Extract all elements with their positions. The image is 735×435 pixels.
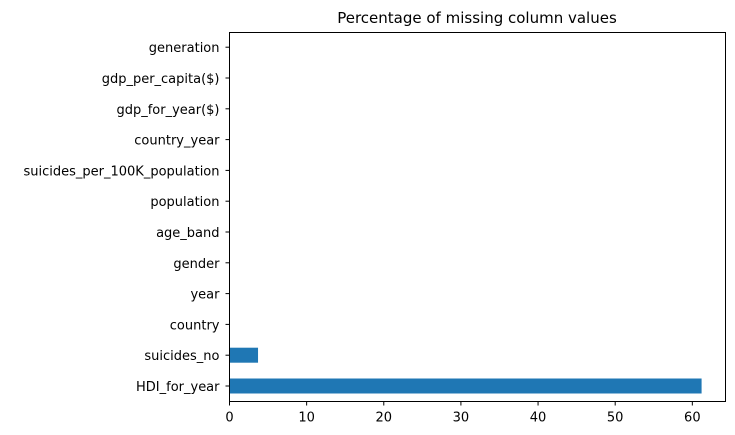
x-tick-label: 40	[530, 411, 547, 426]
y-tick-label: country	[170, 318, 220, 333]
x-tick-label: 0	[225, 411, 233, 426]
y-tick-label: gdp_per_capita($)	[102, 72, 220, 87]
x-axis-ticks: 0 10 20 30 40 50 60	[225, 401, 701, 426]
y-tick-label: gender	[173, 257, 220, 272]
bar-HDI_for_year	[229, 378, 702, 394]
y-tick-label: gdp_for_year($)	[116, 103, 219, 118]
x-tick-label: 20	[376, 411, 393, 426]
y-tick-label: HDI_for_year	[136, 380, 220, 395]
plot-area-frame	[229, 32, 726, 402]
y-tick-label: suicides_per_100K_population	[23, 164, 219, 179]
y-tick-label: year	[190, 288, 220, 303]
x-tick-label: 10	[298, 411, 315, 426]
bar-suicides_no	[229, 347, 259, 363]
bars-group	[229, 347, 702, 394]
y-tick-label: country_year	[134, 134, 220, 149]
x-tick-label: 50	[607, 411, 624, 426]
x-tick-label: 30	[453, 411, 470, 426]
chart-title: Percentage of missing column values	[337, 9, 617, 27]
y-tick-label: age_band	[156, 226, 219, 241]
y-axis-ticks: HDI_for_year suicides_no country year gender…	[23, 41, 230, 395]
y-tick-label: generation	[149, 41, 220, 56]
y-tick-label: suicides_no	[144, 349, 219, 364]
x-tick-label: 60	[684, 411, 701, 426]
y-tick-label: population	[150, 195, 219, 210]
